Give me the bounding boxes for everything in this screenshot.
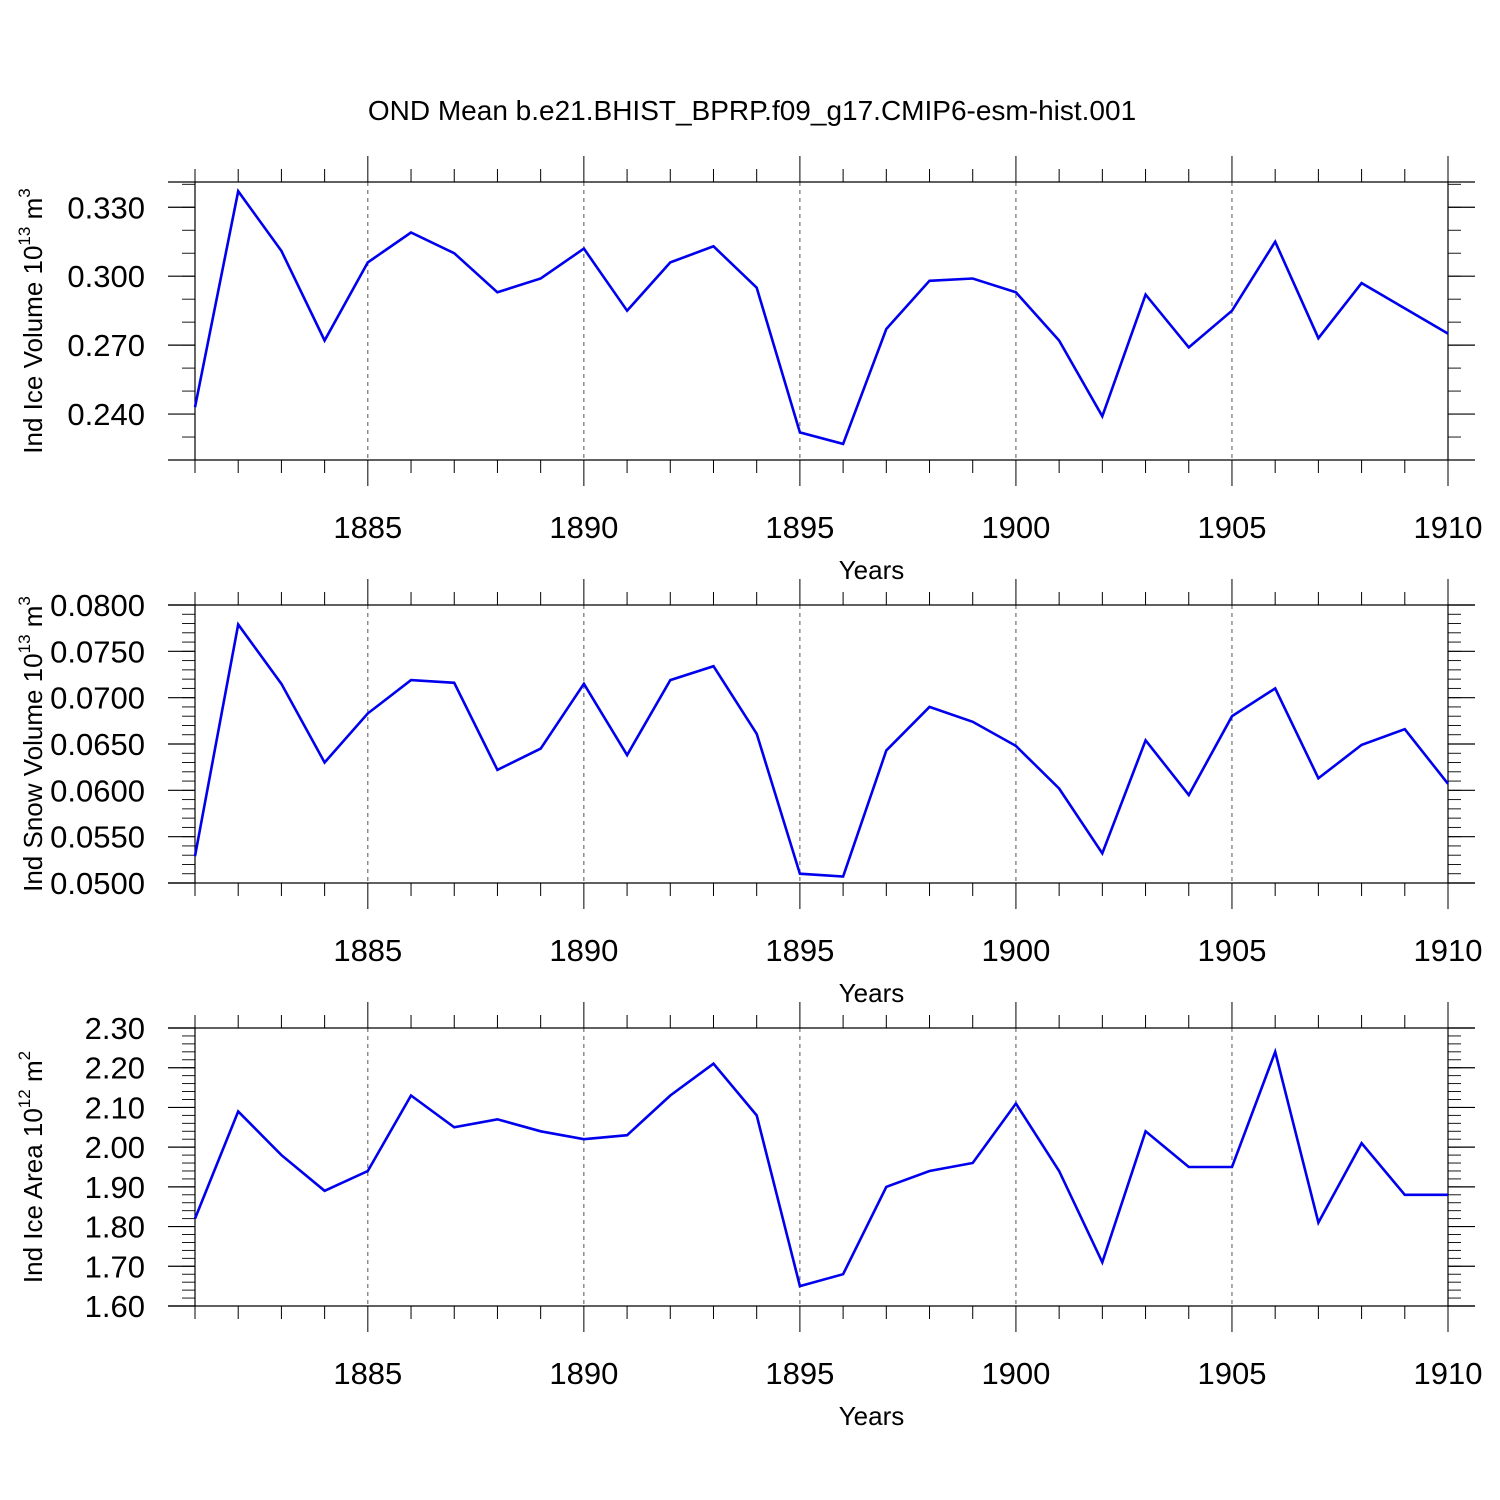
y-axis-label-exponent: 13 xyxy=(15,634,34,653)
series-line-ice-volume xyxy=(193,188,1449,446)
x-tick-label: 1890 xyxy=(549,933,618,968)
y-tick-label: 2.00 xyxy=(85,1130,145,1165)
y-axis-label-text: Ind Ice Area 10 xyxy=(18,1108,48,1283)
y-tick-label: 0.0550 xyxy=(50,820,145,855)
x-axis-label: Years xyxy=(839,1401,905,1431)
x-tick-label: 1895 xyxy=(765,933,834,968)
y-tick-label: 2.30 xyxy=(85,1011,145,1046)
x-tick-label: 1895 xyxy=(765,510,834,545)
y-tick-label: 1.60 xyxy=(85,1289,145,1324)
y-tick-label: 0.330 xyxy=(67,190,145,225)
y-axis-label-unit: m xyxy=(18,606,48,635)
y-tick-label: 2.20 xyxy=(85,1051,145,1086)
x-tick-label: 1900 xyxy=(981,933,1050,968)
y-axis-label-unit-exponent: 3 xyxy=(15,596,34,605)
series-line-ice-area xyxy=(193,1047,1448,1288)
y-tick-label: 0.0700 xyxy=(50,681,145,716)
x-tick-label: 1890 xyxy=(549,1356,618,1391)
y-axis-label-text: Ind Ice Volume 10 xyxy=(18,246,48,454)
panel-snow-volume: 1885 1890 1895 1900 1905 1910 Years 0.0500 0.055… xyxy=(15,579,1482,1008)
y-axis-label-unit-exponent: 3 xyxy=(15,188,34,197)
x-tick-label: 1885 xyxy=(333,510,402,545)
y-tick-label: 0.240 xyxy=(67,397,145,432)
y-tick-label: 2.10 xyxy=(85,1090,145,1125)
x-tick-label: 1885 xyxy=(333,933,402,968)
x-tick-label: 1890 xyxy=(549,510,618,545)
series-line-snow-volume xyxy=(193,621,1450,878)
y-tick-label: 0.0500 xyxy=(50,866,145,901)
x-tick-label: 1910 xyxy=(1414,933,1483,968)
y-tick-label: 1.80 xyxy=(85,1210,145,1245)
x-axis-label: Years xyxy=(839,555,905,585)
x-tick-label: 1885 xyxy=(333,1356,402,1391)
y-tick-label: 0.0650 xyxy=(50,727,145,762)
y-tick-label: 0.0800 xyxy=(50,588,145,623)
y-tick-label: 0.0600 xyxy=(50,773,145,808)
y-axis-label-unit: m xyxy=(18,1060,48,1089)
y-tick-label: 0.0750 xyxy=(50,634,145,669)
panel-ice-volume: 1885 1890 1895 1900 1905 1910 Years 0.240 0.270 0… xyxy=(15,156,1482,585)
y-tick-label: 1.70 xyxy=(85,1249,145,1284)
y-tick-label: 0.300 xyxy=(67,259,145,294)
y-axis-label-exponent: 13 xyxy=(15,227,34,246)
y-tick-label: 0.270 xyxy=(67,328,145,363)
y-axis-label: Ind Ice Area 1012 m2 xyxy=(15,1051,48,1283)
x-tick-label: 1905 xyxy=(1197,1356,1266,1391)
x-tick-label: 1905 xyxy=(1197,933,1266,968)
y-axis-label: Ind Ice Volume 1013 m3 xyxy=(15,188,48,453)
x-tick-label: 1910 xyxy=(1414,510,1483,545)
x-tick-label: 1900 xyxy=(981,510,1050,545)
x-axis-label: Years xyxy=(839,978,905,1008)
y-tick-label: 1.90 xyxy=(85,1170,145,1205)
y-axis-label-text: Ind Snow Volume 10 xyxy=(18,653,48,892)
y-axis-label: Ind Snow Volume 1013 m3 xyxy=(15,596,48,892)
x-tick-label: 1910 xyxy=(1414,1356,1483,1391)
x-tick-label: 1895 xyxy=(765,1356,834,1391)
y-axis-label-unit: m xyxy=(18,198,48,227)
x-tick-label: 1905 xyxy=(1197,510,1266,545)
panel-ice-area: 1885 1890 1895 1900 1905 1910 Years 1.60 1.70 1.8… xyxy=(15,1002,1482,1431)
x-tick-label: 1900 xyxy=(981,1356,1050,1391)
y-axis-label-unit-exponent: 2 xyxy=(15,1051,34,1060)
y-axis-label-exponent: 12 xyxy=(15,1089,34,1108)
chart-title: OND Mean b.e21.BHIST_BPRP.f09_g17.CMIP6-… xyxy=(368,95,1136,126)
